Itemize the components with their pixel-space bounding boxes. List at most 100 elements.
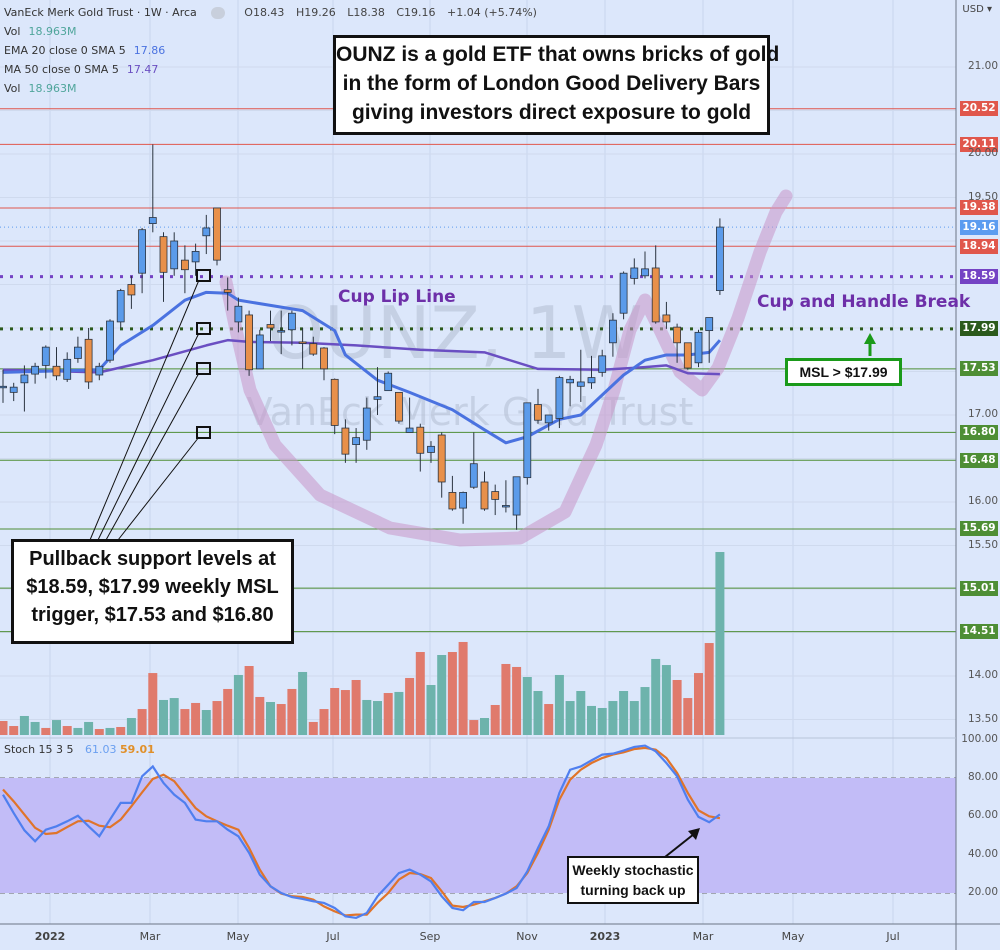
candle-body [234, 305, 243, 323]
candle-body [116, 290, 125, 323]
indicator-volume-2[interactable]: Vol 18.963M [4, 79, 543, 98]
volume-bar [137, 709, 147, 735]
watermark: OUNZ, 1W VanEck Merk Gold Trust [247, 291, 694, 434]
price-level-label[interactable]: 20.52 [960, 101, 998, 117]
collapse-legend-button[interactable] [210, 7, 225, 19]
currency-selector[interactable]: USD ▾ [962, 4, 992, 15]
stoch-legend[interactable]: Stoch 15 3 5 61.03 59.01 [4, 743, 155, 756]
indicator-ma50[interactable]: MA 50 close 0 SMA 5 17.47 [4, 60, 543, 79]
price-level-label[interactable]: 15.01 [960, 580, 998, 596]
candle-body [170, 240, 179, 270]
volume-bar [415, 652, 425, 735]
ohlc-high: H19.26 [295, 6, 336, 19]
candle [106, 319, 114, 363]
candle [694, 329, 703, 368]
candle-body [630, 267, 639, 279]
volume-bar [351, 679, 361, 735]
price-level-label[interactable]: 20.11 [960, 136, 998, 152]
candle-body [277, 330, 286, 333]
volume-bar [544, 704, 554, 735]
candle [394, 391, 403, 424]
volume-bar [41, 727, 51, 735]
price-level-label[interactable]: 17.99 [960, 321, 998, 337]
candle [630, 258, 639, 285]
volume-bar [233, 674, 243, 735]
volume-bar [554, 674, 564, 735]
pullback-annotation: Pullback support levels at $18.59, $17.9… [11, 539, 294, 644]
candle [598, 349, 607, 377]
candle-body [566, 378, 574, 384]
volume-bar [116, 726, 126, 735]
price-level-label[interactable]: 18.59 [960, 269, 998, 285]
indicator-name: Vol [4, 25, 21, 38]
indicator-volume[interactable]: Vol 18.963M [4, 22, 543, 41]
volume-bar [501, 663, 511, 735]
volume-bar [587, 705, 596, 735]
time-tick-label: Jul [326, 930, 340, 943]
indicator-name: EMA 20 close 0 SMA 5 [4, 44, 126, 57]
connector-line [89, 279, 200, 541]
price-level-label[interactable]: 19.38 [960, 200, 998, 216]
stoch-overbought-oversold-band [0, 777, 956, 893]
volume-bar [704, 643, 714, 735]
candle [127, 275, 136, 309]
candle [41, 345, 50, 379]
price-level-label[interactable]: 16.80 [960, 424, 998, 440]
candle [673, 323, 681, 363]
volume-bar [608, 701, 618, 735]
candle [437, 432, 446, 498]
candle [287, 310, 296, 346]
candle [298, 328, 307, 369]
volume-bar [94, 729, 104, 735]
price-tick-label: 21.00 [967, 60, 998, 72]
volume-bar [148, 673, 158, 735]
price-tick-label: 19.50 [967, 190, 998, 203]
candle-body [459, 492, 468, 509]
stoch-tick-label: 80.00 [967, 770, 998, 783]
volume-bar [576, 690, 586, 735]
candle-body [202, 227, 211, 237]
stoch-tick-label: 20.00 [967, 886, 998, 898]
candle [202, 214, 211, 255]
candle-body [341, 427, 350, 455]
candle-body [673, 326, 681, 344]
volume-bar [180, 709, 190, 735]
price-level-label[interactable]: 14.51 [960, 624, 998, 640]
candle [9, 382, 18, 402]
candle-body [63, 358, 72, 380]
indicator-value: 17.47 [126, 63, 159, 76]
support-marker-square [196, 362, 211, 375]
candle-body [512, 476, 521, 516]
volume-bar [298, 671, 308, 735]
candle-body [427, 445, 435, 453]
candle-body [394, 391, 403, 422]
candle-body [245, 314, 254, 371]
volume-bar [223, 688, 233, 735]
price-level-label[interactable]: 17.53 [960, 361, 998, 377]
candle-body [641, 268, 649, 277]
price-level-label[interactable]: 16.48 [960, 452, 998, 468]
volume-bar [276, 704, 286, 735]
candle [362, 397, 371, 450]
candle-body [683, 342, 692, 369]
candle-body [534, 404, 542, 421]
candle [223, 277, 232, 311]
pullback-connector-lines [89, 269, 211, 541]
volume-bar [683, 698, 693, 735]
volume-bar [9, 726, 19, 735]
volume-bar [651, 658, 661, 735]
candle [74, 336, 82, 363]
candle-body [223, 289, 232, 293]
symbol-title[interactable]: VanEck Merk Gold Trust · 1W · Arca [4, 6, 197, 19]
price-level-label[interactable]: 18.94 [960, 238, 998, 254]
indicator-ema20[interactable]: EMA 20 close 0 SMA 5 17.86 [4, 41, 543, 60]
support-marker-square [196, 269, 211, 282]
stoch-name: Stoch 15 3 5 [4, 743, 74, 756]
price-level-label[interactable]: 19.16 [960, 219, 998, 235]
price-level-label[interactable]: 15.69 [960, 521, 998, 537]
candle-body [437, 434, 446, 483]
ohlc-close: C19.16 [396, 6, 436, 19]
volume-bar [244, 666, 254, 735]
candle-body [491, 491, 500, 500]
